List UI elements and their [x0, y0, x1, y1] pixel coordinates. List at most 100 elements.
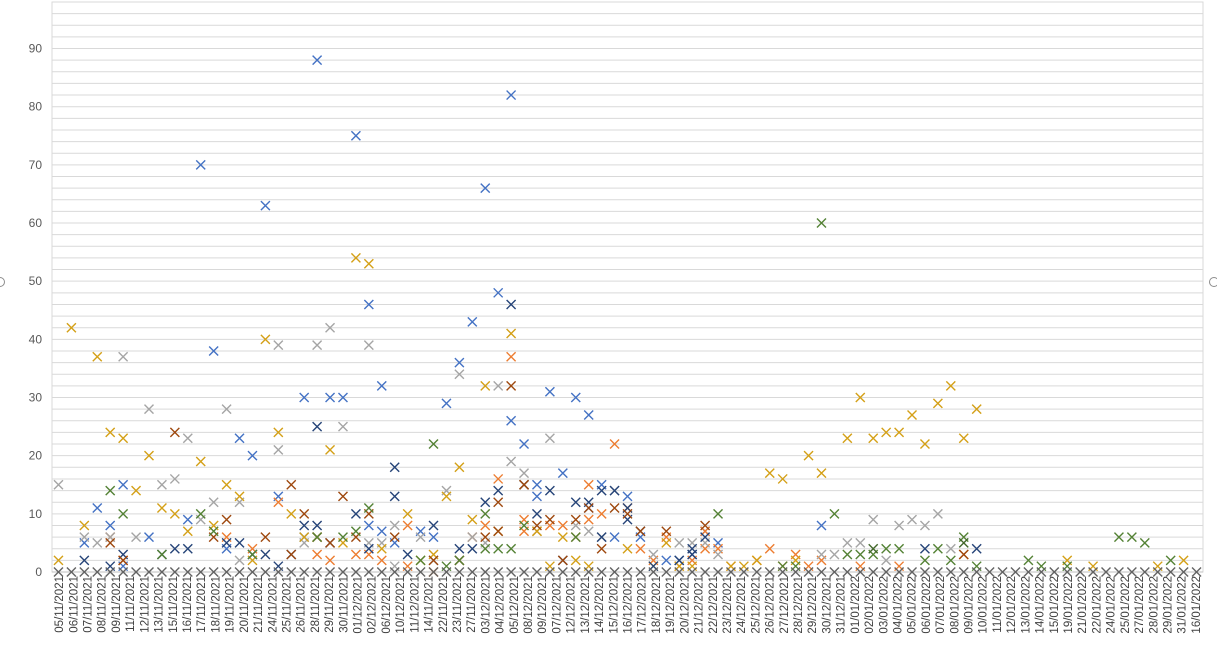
- data-point: [53, 555, 64, 566]
- data-point: [221, 514, 232, 525]
- data-point: [428, 555, 439, 566]
- data-point: [958, 537, 969, 548]
- x-tick-label: 12/12/2021: [566, 576, 578, 634]
- data-point: [519, 567, 530, 577]
- data-point: [1126, 532, 1137, 543]
- x-tick-label: 23/11/2021: [452, 576, 464, 633]
- x-tick-label: 06/01/2022: [921, 576, 933, 634]
- data-point: [1010, 567, 1021, 577]
- data-point: [506, 328, 517, 339]
- x-tick-label: 16/01/2022: [1191, 576, 1203, 634]
- x-tick-label: 02/12/2021: [367, 576, 379, 634]
- data-markers: [53, 55, 1202, 577]
- data-point: [195, 567, 206, 577]
- data-point: [674, 567, 685, 577]
- data-point: [337, 491, 348, 502]
- x-tick-label: 27/12/2021: [779, 576, 791, 634]
- right-resize-handle[interactable]: [1209, 277, 1217, 287]
- data-point: [234, 491, 245, 502]
- data-point: [402, 520, 413, 531]
- data-point: [493, 485, 504, 496]
- data-point: [363, 258, 374, 269]
- data-point: [428, 567, 439, 577]
- x-tick-label: 13/11/2021: [154, 576, 166, 633]
- x-tick-label: 15/01/2022: [1049, 576, 1061, 634]
- data-point: [855, 392, 866, 403]
- x-tick-label: 14/12/2021: [594, 576, 606, 634]
- data-point: [506, 543, 517, 554]
- data-point: [583, 514, 594, 525]
- data-point: [350, 508, 361, 519]
- data-point: [919, 439, 930, 450]
- data-point: [622, 567, 633, 577]
- x-tick-label: 24/11/2021: [267, 576, 279, 633]
- data-point: [260, 567, 271, 577]
- data-point: [208, 497, 219, 508]
- data-point: [493, 567, 504, 577]
- data-point: [544, 485, 555, 496]
- data-point: [777, 473, 788, 484]
- data-point: [622, 508, 633, 519]
- data-point: [764, 543, 775, 554]
- data-point: [480, 380, 491, 391]
- data-point: [738, 567, 749, 577]
- data-point: [389, 462, 400, 473]
- data-point: [531, 520, 542, 531]
- y-tick-label: 90: [29, 42, 43, 56]
- data-point: [350, 567, 361, 577]
- x-tick-label: 15/12/2021: [608, 576, 620, 634]
- data-point: [635, 526, 646, 537]
- x-tick-label: 07/01/2022: [935, 576, 947, 634]
- x-tick-label: 03/12/2021: [480, 576, 492, 634]
- data-point: [1023, 555, 1034, 566]
- data-point: [182, 433, 193, 444]
- data-point: [1165, 567, 1176, 577]
- data-point: [299, 508, 310, 519]
- data-point: [234, 555, 245, 566]
- data-point: [583, 503, 594, 514]
- x-tick-label: 02/01/2022: [864, 576, 876, 634]
- data-point: [1075, 567, 1086, 577]
- data-point: [337, 532, 348, 543]
- data-point: [234, 433, 245, 444]
- data-point: [971, 543, 982, 554]
- data-point: [415, 567, 426, 577]
- data-point: [661, 555, 672, 566]
- data-point: [674, 555, 685, 566]
- data-point: [544, 433, 555, 444]
- data-point: [350, 130, 361, 141]
- data-point: [544, 514, 555, 525]
- x-tick-label: 12/11/2021: [139, 576, 151, 633]
- data-point: [971, 404, 982, 415]
- x-tick-label: 28/01/2022: [1148, 576, 1160, 634]
- x-tick-label: 19/01/2022: [1063, 576, 1075, 634]
- data-point: [376, 526, 387, 537]
- x-tick-label: 13/01/2022: [1020, 576, 1032, 634]
- data-point: [842, 549, 853, 560]
- data-point: [480, 543, 491, 554]
- data-point: [894, 567, 905, 577]
- data-point: [687, 567, 698, 577]
- x-tick-label: 04/12/2021: [495, 576, 507, 634]
- data-point: [182, 514, 193, 525]
- data-point: [325, 444, 336, 455]
- data-point: [1165, 555, 1176, 566]
- x-tick-label: 31/01/2022: [1177, 576, 1189, 634]
- x-tick-label: 31/12/2021: [836, 576, 848, 634]
- x-tick-label: 08/01/2022: [949, 576, 961, 634]
- data-point: [609, 567, 620, 577]
- data-point: [79, 532, 90, 543]
- data-point: [208, 567, 219, 577]
- data-point: [751, 555, 762, 566]
- data-point: [713, 549, 724, 560]
- data-point: [118, 433, 129, 444]
- x-tick-label: 27/11/2021: [466, 576, 478, 633]
- data-point: [506, 567, 517, 577]
- data-point: [842, 433, 853, 444]
- data-point: [596, 567, 607, 577]
- data-point: [932, 543, 943, 554]
- data-point: [1178, 567, 1189, 577]
- data-point: [557, 532, 568, 543]
- data-point: [454, 357, 465, 368]
- data-point: [919, 555, 930, 566]
